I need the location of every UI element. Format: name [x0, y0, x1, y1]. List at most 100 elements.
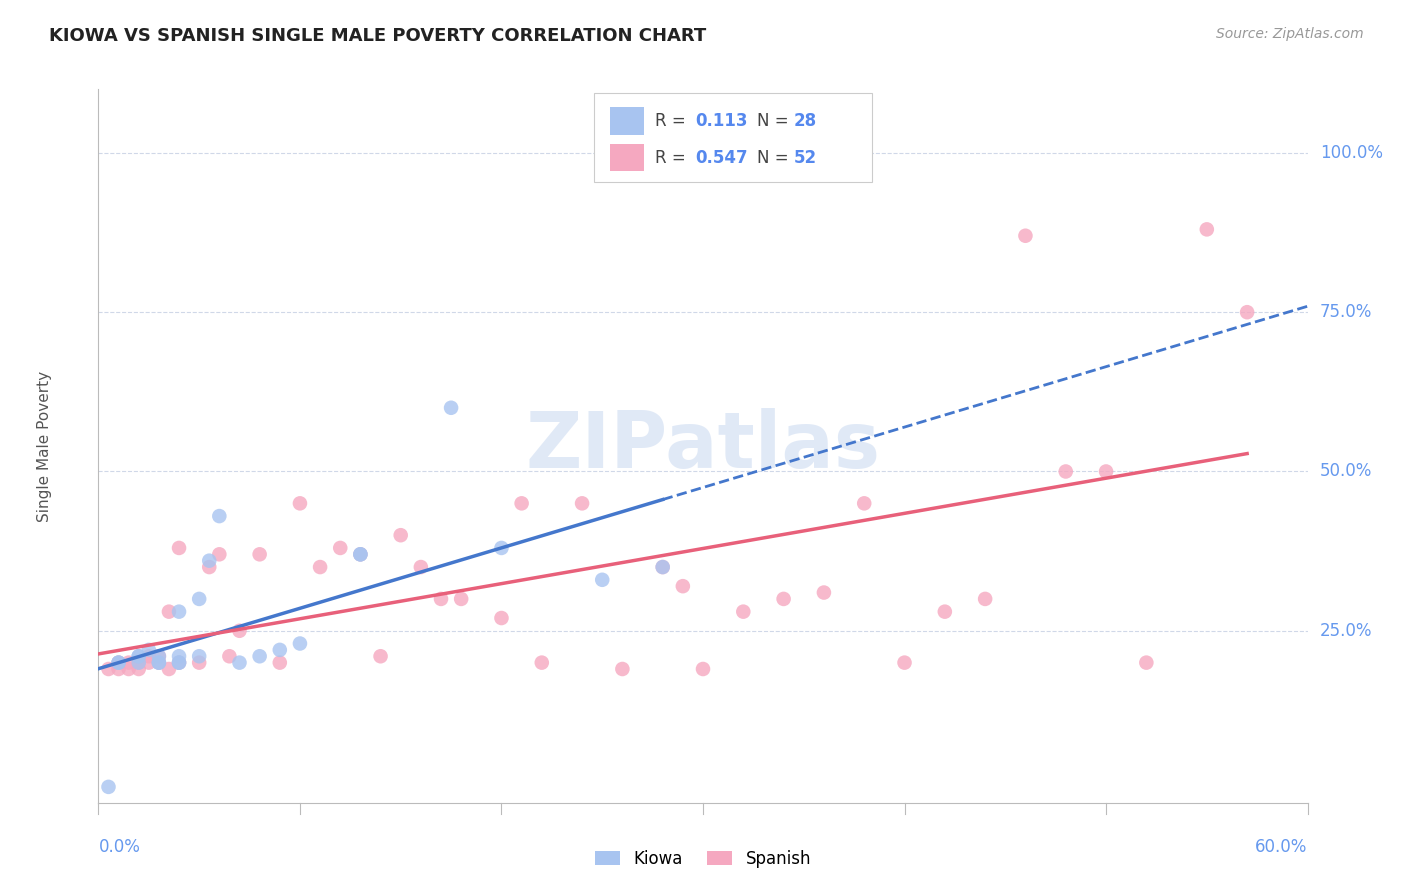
FancyBboxPatch shape [610, 145, 644, 171]
Point [167, 656, 190, 670]
Point [148, 656, 170, 670]
Point [138, 656, 160, 670]
Text: 0.0%: 0.0% [98, 838, 141, 856]
Point [1054, 465, 1077, 479]
Point [349, 547, 371, 561]
Point [491, 611, 513, 625]
Point [167, 656, 190, 670]
Point [148, 649, 170, 664]
Point [249, 547, 271, 561]
Point [167, 656, 190, 670]
Text: Single Male Poverty: Single Male Poverty [37, 370, 52, 522]
Text: 25.0%: 25.0% [1320, 622, 1372, 640]
Point [349, 547, 371, 561]
Point [107, 656, 129, 670]
Point [692, 662, 714, 676]
Point [107, 656, 129, 670]
Text: KIOWA VS SPANISH SINGLE MALE POVERTY CORRELATION CHART: KIOWA VS SPANISH SINGLE MALE POVERTY COR… [49, 27, 706, 45]
Point [1014, 228, 1036, 243]
Text: 60.0%: 60.0% [1256, 838, 1308, 856]
Text: 0.113: 0.113 [696, 112, 748, 130]
Point [349, 547, 371, 561]
Point [440, 401, 463, 415]
Point [510, 496, 533, 510]
Legend: Kiowa, Spanish: Kiowa, Spanish [588, 844, 818, 875]
Text: 100.0%: 100.0% [1320, 144, 1382, 162]
Point [450, 591, 472, 606]
Point [97, 780, 120, 794]
Point [128, 656, 150, 670]
Point [167, 541, 190, 555]
Text: N =: N = [758, 149, 794, 167]
Point [491, 541, 513, 555]
Point [128, 662, 150, 676]
Point [974, 591, 997, 606]
Point [198, 560, 221, 574]
Point [107, 662, 129, 676]
Point [269, 643, 291, 657]
Text: 75.0%: 75.0% [1320, 303, 1372, 321]
Point [1135, 656, 1157, 670]
Point [249, 649, 271, 664]
Text: R =: R = [655, 112, 696, 130]
Point [1195, 222, 1218, 236]
Point [288, 496, 311, 510]
Text: ZIPatlas: ZIPatlas [526, 408, 880, 484]
Point [733, 605, 755, 619]
Point [128, 656, 150, 670]
Point [208, 547, 231, 561]
Point [329, 541, 352, 555]
Point [118, 662, 141, 676]
Point [167, 605, 190, 619]
Point [1236, 305, 1258, 319]
Point [188, 591, 211, 606]
FancyBboxPatch shape [610, 107, 644, 135]
Point [571, 496, 593, 510]
Text: 28: 28 [793, 112, 817, 130]
Point [228, 656, 250, 670]
Text: 52: 52 [793, 149, 817, 167]
Point [934, 605, 956, 619]
Point [198, 554, 221, 568]
Text: 50.0%: 50.0% [1320, 462, 1372, 481]
Point [409, 560, 432, 574]
Point [672, 579, 695, 593]
Point [167, 649, 190, 664]
Point [853, 496, 876, 510]
FancyBboxPatch shape [595, 93, 872, 182]
Point [97, 662, 120, 676]
Point [269, 656, 291, 670]
Point [128, 649, 150, 664]
Text: 0.547: 0.547 [696, 149, 748, 167]
Text: R =: R = [655, 149, 696, 167]
Text: N =: N = [758, 112, 794, 130]
Point [188, 656, 211, 670]
Point [188, 649, 211, 664]
Point [208, 509, 231, 524]
Point [772, 591, 794, 606]
Point [138, 649, 160, 664]
Point [309, 560, 332, 574]
Point [157, 662, 180, 676]
Point [107, 656, 129, 670]
Point [218, 649, 240, 664]
Point [288, 636, 311, 650]
Point [612, 662, 634, 676]
Point [148, 656, 170, 670]
Point [157, 605, 180, 619]
Point [591, 573, 613, 587]
Point [813, 585, 835, 599]
Point [148, 649, 170, 664]
Point [370, 649, 392, 664]
Point [530, 656, 553, 670]
Point [128, 649, 150, 664]
Point [1095, 465, 1118, 479]
Point [118, 656, 141, 670]
Point [893, 656, 915, 670]
Point [651, 560, 673, 574]
Point [148, 656, 170, 670]
Point [430, 591, 453, 606]
Point [138, 643, 160, 657]
Point [651, 560, 673, 574]
Point [228, 624, 250, 638]
